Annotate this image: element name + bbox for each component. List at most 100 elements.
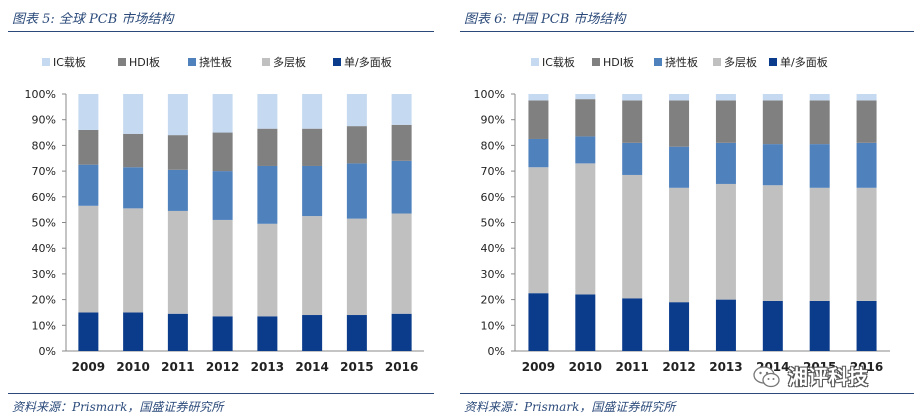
chart-panel-china: 图表 6: 中国 PCB 市场结构 IC载板 HDI板 挠性板 多层板 单/多面板 0% 1… <box>452 0 920 418</box>
legend-swatch <box>713 58 721 66</box>
bar-segment <box>669 146 690 188</box>
bar-segment <box>123 208 144 313</box>
bar-segment <box>856 94 877 101</box>
bar-segment <box>212 132 233 172</box>
y-tick-label: 30% <box>481 268 505 281</box>
bar-segment <box>167 169 188 211</box>
bar-segment <box>167 313 188 351</box>
bar-segment <box>715 94 736 101</box>
x-tick-label: 2011 <box>161 360 194 374</box>
bar-segment <box>302 94 323 129</box>
bar-segment <box>346 163 367 219</box>
bar-segment <box>302 128 323 166</box>
bar-segment <box>167 94 188 136</box>
legend-label: IC载板 <box>53 55 86 69</box>
y-tick-label: 70% <box>32 165 56 178</box>
legend-label: 单/多面板 <box>344 55 392 69</box>
bar-segment <box>575 163 596 295</box>
x-tick-label: 2014 <box>295 360 328 374</box>
bar-segment <box>528 293 549 351</box>
bar-segment <box>575 99 596 137</box>
bar-segment <box>346 315 367 351</box>
bar-segment <box>78 129 99 165</box>
bar-segment <box>762 100 783 145</box>
bar-segment <box>528 94 549 101</box>
legend-item: HDI板 <box>118 55 160 69</box>
legend-item: IC载板 <box>42 55 86 69</box>
x-tick-label: 2015 <box>340 360 373 374</box>
legend-swatch <box>531 58 539 66</box>
legend-swatch <box>769 58 777 66</box>
bar-segment <box>391 124 412 161</box>
y-tick-label: 60% <box>32 191 56 204</box>
bar-segment <box>809 187 830 301</box>
y-tick-label: 40% <box>481 242 505 255</box>
bar-segment <box>257 316 278 351</box>
bar-segment <box>391 313 412 351</box>
legend-label: 多层板 <box>724 55 757 69</box>
bar-segment <box>762 94 783 101</box>
chart-panel-global: 图表 5: 全球 PCB 市场结构 IC载板 HDI板 挠性板 多层板 单/多面板 0% 1… <box>0 0 440 418</box>
bar-segment <box>123 133 144 168</box>
bar-segment <box>669 302 690 351</box>
bar-segment <box>856 187 877 301</box>
bar-segment <box>856 142 877 188</box>
bar-segment <box>123 167 144 209</box>
legend-swatch <box>654 58 662 66</box>
y-tick-label: 90% <box>481 114 505 127</box>
title-rule <box>460 31 914 32</box>
legend-label: 挠性板 <box>199 55 232 69</box>
bar-segment <box>78 312 99 351</box>
bar-segment <box>257 223 278 317</box>
bar-segment <box>715 299 736 351</box>
bar-segment <box>669 100 690 147</box>
bar-segment <box>257 128 278 166</box>
bar-segment <box>212 219 233 317</box>
bar-segment <box>622 298 643 351</box>
bar-segment <box>302 216 323 316</box>
bar-segment <box>809 300 830 351</box>
y-tick-label: 20% <box>32 294 56 307</box>
legend-label: HDI板 <box>603 55 634 69</box>
figure-title: 图表 5: 全球 PCB 市场结构 <box>12 12 174 27</box>
y-tick-label: 40% <box>32 242 56 255</box>
bar-segment <box>528 100 549 139</box>
legend-label: 多层板 <box>273 55 306 69</box>
y-tick-label: 0% <box>39 345 56 358</box>
x-tick-label: 2015 <box>803 360 836 374</box>
legend-item: IC载板 <box>531 55 575 69</box>
bar-segment <box>669 94 690 101</box>
legend-item: 多层板 <box>262 55 306 69</box>
y-tick-label: 0% <box>488 345 505 358</box>
bar-segment <box>622 100 643 143</box>
x-tick-label: 2016 <box>385 360 418 374</box>
bar-segment <box>762 185 783 301</box>
bar-segment <box>856 300 877 351</box>
stacked-bar-chart-global: IC载板 HDI板 挠性板 多层板 单/多面板 0% 10% 20% 30% 40% 50% 60% 7… <box>25 55 424 374</box>
x-tick-label: 2016 <box>850 360 883 374</box>
legend-swatch <box>592 58 600 66</box>
bar-segment <box>528 167 549 294</box>
y-tick-label: 30% <box>32 268 56 281</box>
bar-segment <box>575 94 596 100</box>
x-tick-label: 2009 <box>72 360 105 374</box>
bar-segment <box>212 171 233 220</box>
figure-title: 图表 6: 中国 PCB 市场结构 <box>464 12 626 27</box>
legend-swatch <box>262 58 270 66</box>
bar-segment <box>809 94 830 101</box>
y-tick-label: 80% <box>32 139 56 152</box>
x-tick-label: 2012 <box>662 360 695 374</box>
x-tick-label: 2010 <box>569 360 602 374</box>
title-rule <box>8 31 434 32</box>
y-tick-label: 50% <box>481 217 505 230</box>
bar-segment <box>167 210 188 314</box>
x-tick-label: 2011 <box>615 360 648 374</box>
bar-segment <box>167 135 188 170</box>
bar-segment <box>78 94 99 130</box>
bar-segment <box>528 138 549 168</box>
bar-segment <box>622 142 643 175</box>
bar-segment <box>762 144 783 186</box>
bar-segment <box>715 183 736 300</box>
x-tick-label: 2009 <box>522 360 555 374</box>
bar-segment <box>575 136 596 164</box>
